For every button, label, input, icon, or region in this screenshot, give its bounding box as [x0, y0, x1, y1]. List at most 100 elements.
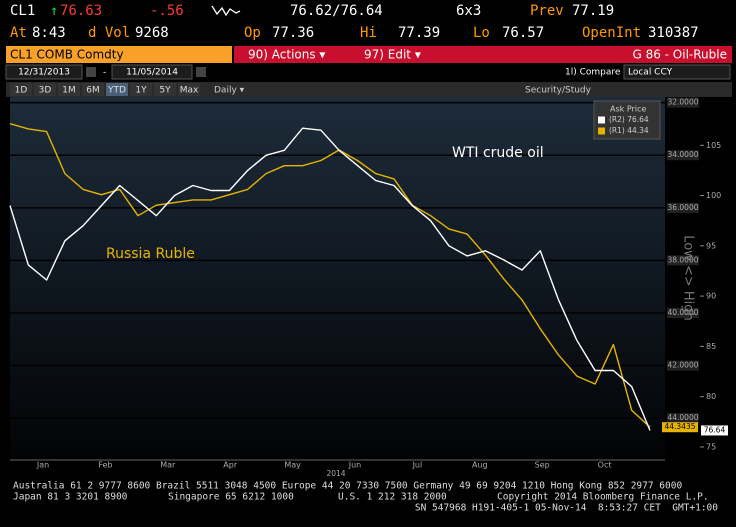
range-label: 5Y	[159, 86, 171, 96]
tick-label-box	[667, 308, 699, 318]
series-annotation: WTI crude oil	[452, 145, 544, 161]
oi-label: OpenInt	[582, 25, 641, 41]
tick-label-box	[667, 202, 699, 213]
y2-tick-label: 38.0000	[667, 255, 698, 264]
start-date: 12/31/2013	[18, 68, 70, 78]
range-button[interactable]	[154, 83, 176, 96]
y-tick-label: 80	[706, 392, 716, 401]
compare-button[interactable]: 1l) Compare	[565, 68, 621, 78]
range-button[interactable]	[10, 83, 32, 96]
range-label: YTD	[107, 86, 126, 96]
study-button[interactable]: Security/Study	[525, 86, 592, 96]
tick-label-box	[667, 255, 699, 266]
footer-us: U.S. 1 212 318 2000	[338, 492, 447, 503]
x-tick-label: Oct	[598, 461, 612, 470]
x-tick-label: May	[284, 461, 301, 470]
end-date: 11/05/2014	[126, 68, 178, 78]
range-label: 3D	[39, 86, 52, 96]
plot-area	[10, 97, 665, 460]
x-tick-label: Jun	[348, 461, 362, 470]
x-year-label: 2014	[326, 469, 345, 478]
actions-menu[interactable]: 90) Actions ▾	[248, 48, 325, 62]
range-button[interactable]	[130, 83, 152, 96]
y2-tick-label: 42.0000	[667, 361, 698, 370]
range-button[interactable]	[106, 83, 128, 96]
series-line	[9, 123, 651, 428]
last-value-label: 44.3435	[664, 422, 695, 431]
frequency[interactable]: Daily ▾	[214, 86, 245, 96]
legend-entry: (R2) 76.64	[609, 115, 649, 124]
currency: Local CCY	[628, 68, 673, 78]
footer-japan: Japan 81 3 3201 8900	[13, 492, 128, 503]
y2-tick-label: 40.0000	[667, 308, 698, 317]
series-annotation: Russia Ruble	[106, 246, 195, 262]
x-tick-label: Sep	[535, 461, 550, 470]
edit-menu[interactable]: 97) Edit ▾	[364, 48, 421, 62]
change: -.56	[150, 3, 184, 19]
y-tick-label: 85	[706, 342, 716, 351]
range-button[interactable]	[82, 83, 104, 96]
up-arrow: ↑	[50, 3, 58, 19]
range-button[interactable]	[34, 83, 56, 96]
range-label: 1D	[15, 86, 28, 96]
y-tick-label: 100	[706, 191, 721, 200]
low: 76.57	[502, 25, 544, 41]
x-tick-label: Feb	[98, 461, 112, 470]
time: 8:43	[32, 25, 66, 41]
x-tick-label: Apr	[223, 461, 238, 470]
volume: 9268	[135, 25, 169, 41]
range-label: 6M	[86, 86, 100, 96]
range-label: 1M	[62, 86, 76, 96]
open-interest: 310387	[648, 25, 699, 41]
x-tick-label: Jul	[412, 461, 423, 470]
y2-tick-label: 32.0000	[667, 98, 698, 107]
y2-tick-label: 44.0000	[667, 413, 698, 422]
legend-swatch	[598, 127, 605, 135]
last-value-label: 76.64	[704, 425, 726, 434]
end-date-field[interactable]	[111, 64, 193, 80]
x-tick-label: Aug	[472, 461, 488, 470]
security-field[interactable]	[6, 46, 232, 63]
high-label: Hi	[360, 25, 377, 41]
sparkline-icon	[211, 5, 241, 17]
prev: 77.19	[572, 3, 614, 19]
high: 77.39	[398, 25, 440, 41]
x-tick-label: Jan	[36, 461, 49, 470]
menu-bar	[234, 46, 732, 63]
range-label: 1Y	[135, 86, 147, 96]
last-price: 76.63	[60, 3, 102, 19]
range-button[interactable]	[178, 83, 200, 96]
range-label: Max	[180, 86, 199, 96]
footer-line: Australia 61 2 9777 8600 Brazil 5511 304…	[13, 481, 682, 492]
last-value-box	[701, 425, 728, 436]
footer-singapore: Singapore 65 6212 1000	[168, 492, 294, 503]
axis-label: Low <> High	[681, 235, 696, 321]
legend-title: Ask Price	[610, 105, 646, 114]
y-tick-label: 105	[706, 141, 721, 150]
range-button[interactable]	[58, 83, 80, 96]
currency-field[interactable]	[623, 64, 731, 80]
tick-label-box	[667, 97, 699, 108]
y2-tick-label: 34.0000	[667, 150, 698, 159]
low-label: Lo	[473, 25, 490, 41]
tick-label-box	[667, 413, 699, 424]
calendar-icon[interactable]	[86, 67, 96, 77]
x-tick-label: Mar	[160, 461, 176, 470]
y-tick-label: 95	[706, 241, 716, 250]
tick-label-box	[667, 150, 699, 161]
at-label: At	[10, 25, 27, 41]
start-date-field[interactable]	[5, 64, 83, 80]
bid-ask: 76.62/76.64	[290, 3, 383, 19]
y-tick-label: 90	[706, 292, 716, 301]
legend-entry: (R1) 44.34	[609, 126, 649, 135]
y-tick-label: 75	[706, 442, 716, 451]
open: 77.36	[272, 25, 314, 41]
prev-label: Prev	[530, 3, 564, 19]
security: CL1 COMB Comdty	[10, 48, 124, 62]
calendar-icon[interactable]	[196, 67, 206, 77]
size: 6x3	[456, 3, 481, 19]
open-label: Op	[244, 25, 261, 41]
ticker: CL1	[10, 3, 35, 19]
tick-label-box	[667, 360, 699, 371]
